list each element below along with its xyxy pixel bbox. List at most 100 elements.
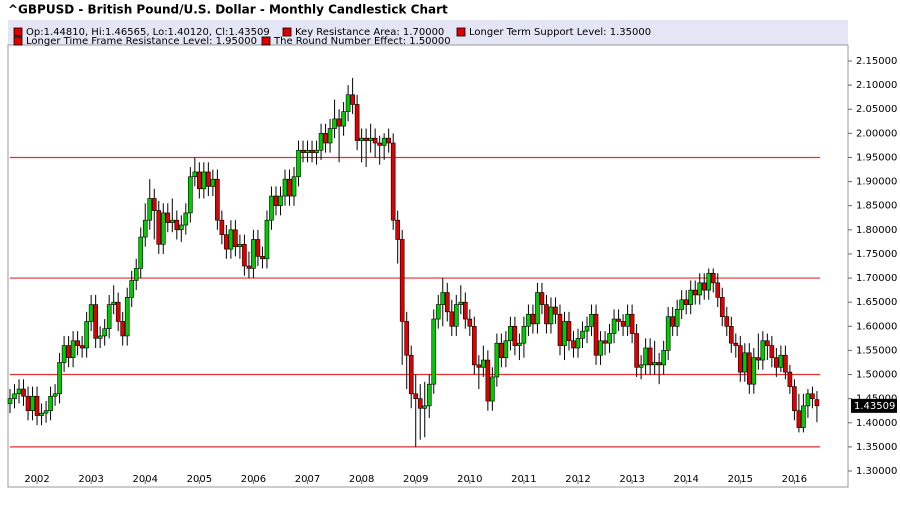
candle-body bbox=[426, 383, 432, 407]
candle-body bbox=[39, 412, 44, 416]
x-tick-label: 2010 bbox=[457, 474, 482, 485]
y-tick-label: 1.65000 bbox=[856, 297, 897, 308]
candle-body bbox=[16, 388, 22, 395]
candle-body bbox=[539, 292, 545, 305]
candle-body bbox=[282, 178, 288, 197]
candle-body bbox=[548, 306, 554, 325]
candle-body bbox=[174, 219, 180, 231]
candle-body bbox=[61, 345, 67, 363]
candle-body bbox=[652, 362, 657, 366]
candle-body bbox=[535, 292, 540, 325]
candle-body bbox=[57, 362, 62, 395]
y-tick-label: 1.35000 bbox=[856, 442, 897, 453]
candle-body bbox=[120, 321, 125, 337]
candle-body bbox=[368, 137, 373, 141]
x-tick-label: 2015 bbox=[728, 474, 753, 485]
candle-body bbox=[751, 357, 757, 385]
candle-body bbox=[463, 301, 468, 320]
candle-body bbox=[692, 289, 698, 296]
y-tick-label: 1.85000 bbox=[856, 201, 897, 212]
candle-body bbox=[138, 236, 144, 269]
candle-body bbox=[84, 321, 89, 349]
candle-body bbox=[774, 357, 779, 368]
x-tick-label: 2012 bbox=[565, 474, 590, 485]
candle-body bbox=[300, 149, 306, 153]
candle-body bbox=[575, 338, 581, 349]
candle-body bbox=[674, 309, 680, 327]
candle-body bbox=[697, 282, 703, 296]
candle-body bbox=[188, 176, 193, 214]
candle-body bbox=[765, 340, 770, 346]
candle-body bbox=[219, 219, 225, 235]
candle-body bbox=[683, 299, 689, 305]
candle-body bbox=[742, 352, 748, 373]
candle-body bbox=[124, 297, 130, 337]
candle-body bbox=[530, 313, 536, 325]
candle-body bbox=[215, 178, 220, 221]
candle-body bbox=[129, 280, 135, 298]
x-tick-label: 2006 bbox=[241, 474, 266, 485]
candle-body bbox=[142, 219, 148, 238]
legend-swatch bbox=[13, 36, 23, 46]
candle-body bbox=[787, 371, 793, 387]
candle-body bbox=[719, 297, 725, 317]
candle-body bbox=[467, 318, 473, 327]
candle-body bbox=[115, 301, 121, 322]
candle-body bbox=[688, 289, 694, 305]
candle-body bbox=[224, 234, 229, 250]
x-tick-label: 2013 bbox=[619, 474, 644, 485]
candle-body bbox=[264, 219, 270, 260]
candle-body bbox=[21, 388, 26, 397]
candle-body bbox=[296, 149, 301, 178]
candle-body bbox=[481, 359, 486, 368]
y-tick-label: 1.90000 bbox=[856, 177, 897, 188]
x-tick-label: 2007 bbox=[295, 474, 320, 485]
y-tick-label: 1.40000 bbox=[856, 418, 897, 429]
candle-body bbox=[66, 345, 71, 358]
candle-body bbox=[278, 195, 283, 207]
candle-body bbox=[499, 342, 504, 358]
candle-body bbox=[512, 325, 518, 346]
candle-body bbox=[638, 364, 644, 368]
candle-body bbox=[93, 304, 98, 339]
candle-body bbox=[580, 330, 585, 339]
candle-body bbox=[372, 137, 378, 144]
candle-body bbox=[305, 149, 310, 153]
x-tick-label: 2011 bbox=[511, 474, 536, 485]
candle-body bbox=[88, 304, 94, 322]
last-price-box bbox=[851, 398, 897, 413]
x-tick-label: 2004 bbox=[133, 474, 158, 485]
candle-body bbox=[629, 313, 635, 334]
candle-body bbox=[805, 393, 811, 407]
candle-body bbox=[70, 340, 76, 358]
candle-body bbox=[814, 399, 820, 407]
candle-body bbox=[661, 350, 666, 366]
candle-body bbox=[769, 345, 775, 358]
y-tick-label: 1.75000 bbox=[856, 249, 897, 260]
candle-body bbox=[97, 335, 103, 339]
candle-body bbox=[521, 325, 527, 344]
legend-label: Key Resistance Area: 1.70000 bbox=[295, 27, 444, 38]
candle-body bbox=[169, 219, 175, 223]
y-tick-label: 1.60000 bbox=[856, 321, 897, 332]
candle-body bbox=[192, 171, 198, 178]
candle-body bbox=[728, 325, 734, 344]
y-tick-label: 1.70000 bbox=[856, 273, 897, 284]
candle-body bbox=[48, 395, 53, 412]
candle-body bbox=[197, 171, 202, 190]
candle-body bbox=[408, 354, 414, 395]
candle-body bbox=[251, 239, 256, 269]
candle-body bbox=[503, 340, 509, 358]
candle-body bbox=[449, 311, 455, 327]
candle-body bbox=[417, 398, 423, 409]
candle-body bbox=[422, 405, 428, 409]
candle-body bbox=[345, 94, 351, 112]
candle-body bbox=[206, 171, 211, 187]
candle-body bbox=[160, 212, 166, 245]
candle-body bbox=[341, 111, 346, 127]
candle-body bbox=[359, 137, 364, 141]
legend-swatch bbox=[456, 27, 466, 37]
last-price-label: 1.43509 bbox=[854, 401, 895, 412]
candle-body bbox=[201, 171, 207, 190]
candle-body bbox=[327, 128, 333, 144]
